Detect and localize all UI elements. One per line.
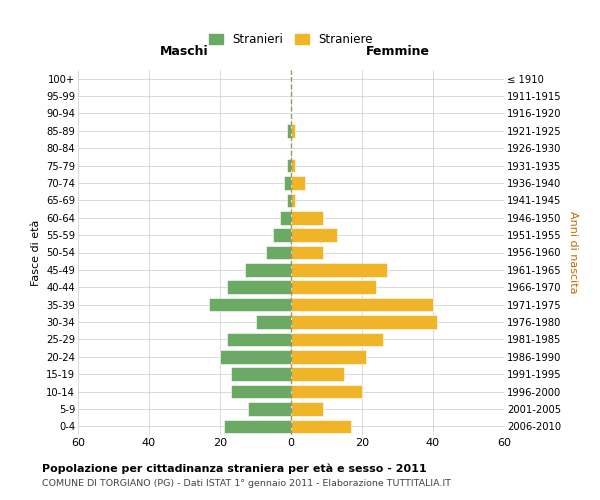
Bar bbox=[291, 263, 387, 276]
Bar bbox=[227, 332, 291, 346]
Bar bbox=[291, 159, 295, 172]
Bar bbox=[291, 385, 362, 398]
Text: Popolazione per cittadinanza straniera per età e sesso - 2011: Popolazione per cittadinanza straniera p… bbox=[42, 464, 427, 474]
Legend: Stranieri, Straniere: Stranieri, Straniere bbox=[204, 28, 378, 51]
Bar bbox=[291, 350, 365, 364]
Bar bbox=[287, 194, 291, 207]
Bar bbox=[287, 159, 291, 172]
Y-axis label: Anni di nascita: Anni di nascita bbox=[568, 211, 578, 294]
Bar bbox=[230, 368, 291, 381]
Bar bbox=[273, 228, 291, 242]
Bar bbox=[291, 332, 383, 346]
Bar bbox=[256, 315, 291, 329]
Bar bbox=[291, 298, 433, 312]
Bar bbox=[230, 385, 291, 398]
Bar bbox=[287, 124, 291, 138]
Bar bbox=[291, 124, 295, 138]
Bar bbox=[280, 211, 291, 224]
Bar bbox=[224, 420, 291, 433]
Bar bbox=[291, 280, 376, 294]
Y-axis label: Fasce di età: Fasce di età bbox=[31, 220, 41, 286]
Bar bbox=[291, 315, 437, 329]
Bar bbox=[227, 280, 291, 294]
Text: Femmine: Femmine bbox=[365, 45, 430, 58]
Bar bbox=[291, 176, 305, 190]
Bar bbox=[248, 402, 291, 415]
Bar bbox=[291, 246, 323, 260]
Bar bbox=[291, 402, 323, 415]
Bar bbox=[266, 246, 291, 260]
Bar bbox=[291, 228, 337, 242]
Bar bbox=[284, 176, 291, 190]
Bar bbox=[209, 298, 291, 312]
Bar bbox=[291, 211, 323, 224]
Bar bbox=[291, 194, 295, 207]
Bar bbox=[291, 420, 352, 433]
Bar bbox=[245, 263, 291, 276]
Bar bbox=[291, 368, 344, 381]
Bar bbox=[220, 350, 291, 364]
Text: Maschi: Maschi bbox=[160, 45, 209, 58]
Text: COMUNE DI TORGIANO (PG) - Dati ISTAT 1° gennaio 2011 - Elaborazione TUTTITALIA.I: COMUNE DI TORGIANO (PG) - Dati ISTAT 1° … bbox=[42, 479, 451, 488]
